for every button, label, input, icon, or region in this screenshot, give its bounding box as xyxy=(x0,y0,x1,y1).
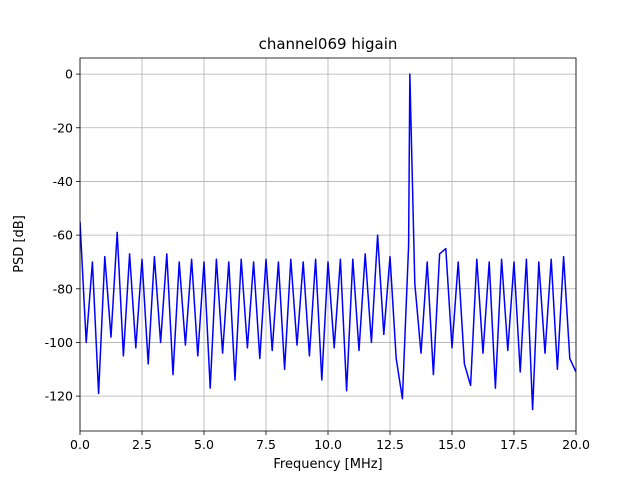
plot-frame xyxy=(79,57,577,432)
x-tick-label: 12.5 xyxy=(376,437,404,452)
x-tick-label: 20.0 xyxy=(562,437,590,452)
chart-title: channel069 higain xyxy=(259,35,398,53)
x-tick-label: 15.0 xyxy=(438,437,466,452)
y-tick-label: -20 xyxy=(53,120,73,135)
x-tick-label: 2.5 xyxy=(132,437,152,452)
x-tick-label: 5.0 xyxy=(194,437,214,452)
x-tick-label: 10.0 xyxy=(314,437,342,452)
y-tick-label: 0 xyxy=(65,67,73,82)
y-axis-label: PSD [dB] xyxy=(12,215,27,273)
y-tick-label: -60 xyxy=(53,228,73,243)
y-tick-label: -80 xyxy=(53,281,73,296)
x-tick-label: 7.5 xyxy=(256,437,276,452)
x-tick-label: 17.5 xyxy=(500,437,528,452)
psd-line xyxy=(80,73,576,411)
y-tick-label: -40 xyxy=(53,174,73,189)
x-tick-label: 0.0 xyxy=(70,437,90,452)
x-axis-label: Frequency [MHz] xyxy=(273,457,382,472)
y-tick-label: -100 xyxy=(45,335,73,350)
y-tick-label: -120 xyxy=(45,389,73,404)
